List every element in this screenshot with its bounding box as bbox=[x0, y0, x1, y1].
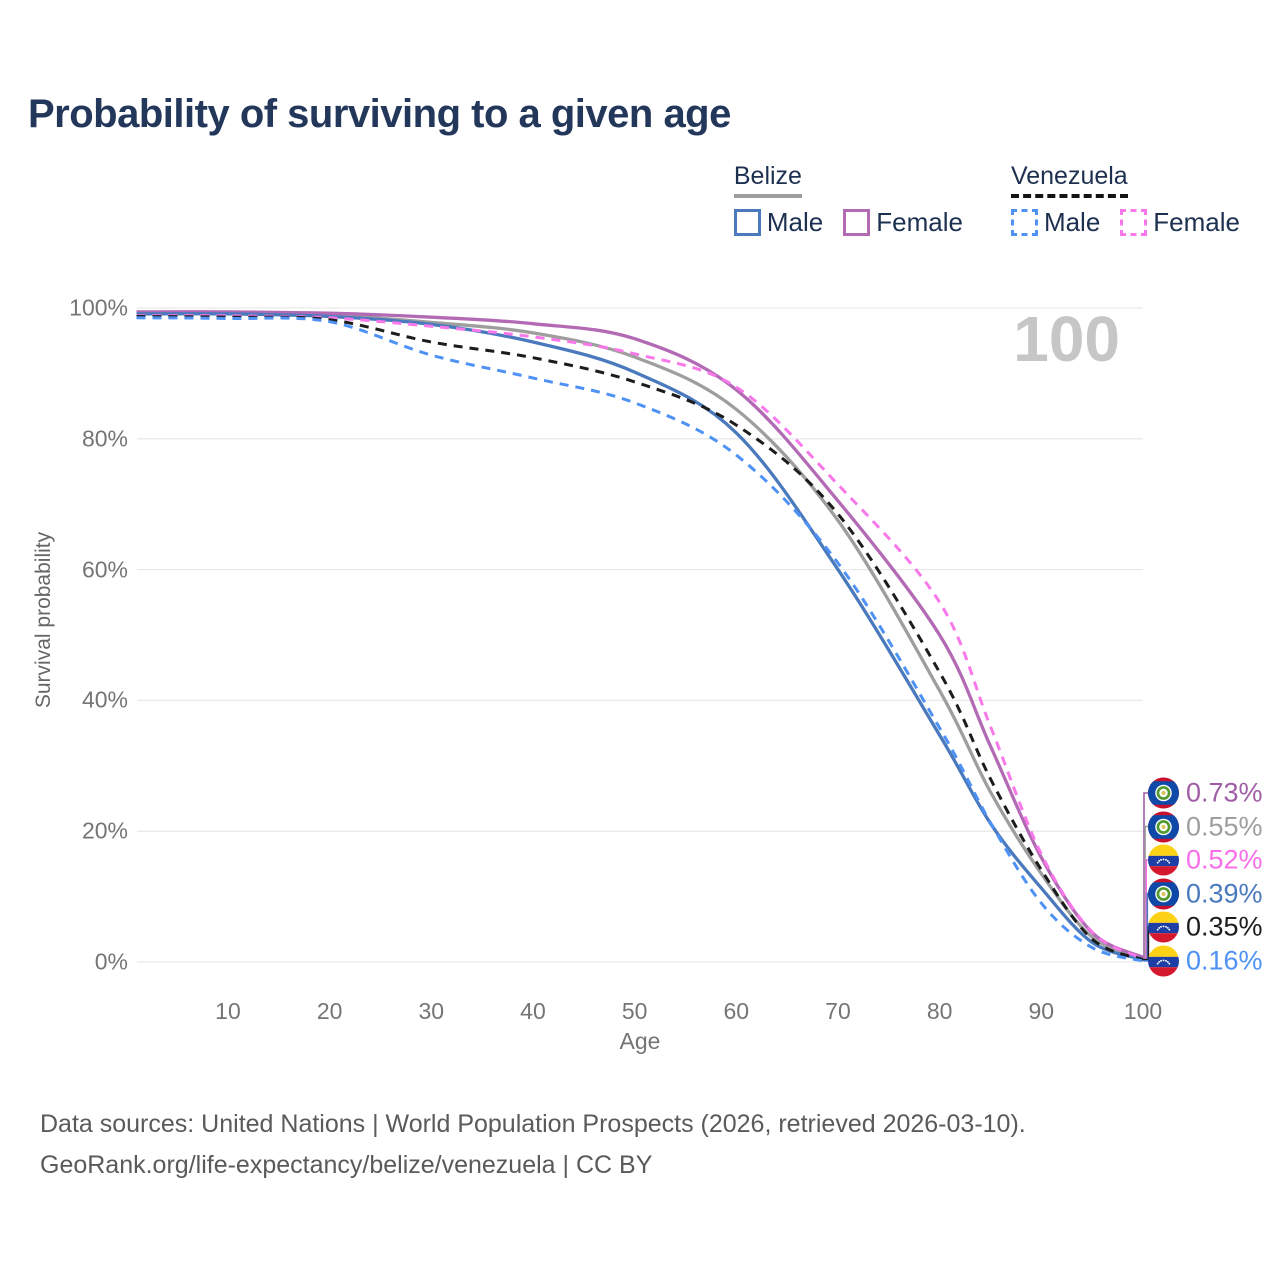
venezuela-flag-icon bbox=[1148, 945, 1179, 976]
belize-flag-icon bbox=[1148, 878, 1179, 909]
x-tick: 90 bbox=[1028, 998, 1055, 1024]
y-tick: 60% bbox=[81, 556, 128, 583]
series-curve bbox=[136, 316, 1144, 963]
end-label-connector bbox=[1143, 792, 1151, 958]
end-label-value: 0.16% bbox=[1186, 945, 1263, 975]
x-tick: 10 bbox=[215, 998, 241, 1024]
end-label-value: 0.52% bbox=[1186, 844, 1263, 875]
x-tick: 30 bbox=[418, 998, 445, 1024]
legend-swatch bbox=[733, 209, 761, 236]
legend-item-label: Female bbox=[876, 207, 963, 237]
end-label-row: 0.52% bbox=[1148, 844, 1263, 876]
end-label-value: 0.35% bbox=[1186, 911, 1263, 942]
legend-swatch bbox=[1010, 209, 1038, 236]
series-curve bbox=[136, 311, 1144, 960]
legend: Belize Male Female Venezuela Male Female bbox=[733, 162, 1240, 238]
legend-item-venezuela-female[interactable]: Female bbox=[1120, 207, 1240, 238]
series-curve bbox=[136, 312, 1144, 961]
series-curve bbox=[136, 315, 1144, 962]
legend-item-label: Male bbox=[1043, 207, 1101, 237]
legend-item-label: Male bbox=[766, 207, 824, 237]
y-tick: 0% bbox=[94, 948, 128, 975]
series-curve bbox=[136, 314, 1144, 960]
legend-item-venezuela-male[interactable]: Male bbox=[1010, 207, 1101, 238]
footer: Data sources: United Nations | World Pop… bbox=[40, 1104, 1026, 1186]
venezuela-flag-icon bbox=[1148, 844, 1179, 876]
venezuela-flag-icon bbox=[1148, 911, 1179, 943]
x-tick: 80 bbox=[926, 998, 953, 1024]
end-label-row: 0.35% bbox=[1148, 911, 1263, 943]
x-axis-label: Age bbox=[619, 1028, 661, 1054]
y-tick: 20% bbox=[81, 817, 128, 844]
end-label-value: 0.39% bbox=[1186, 878, 1263, 908]
legend-country-label[interactable]: Venezuela bbox=[1010, 162, 1128, 198]
footer-attribution: GeoRank.org/life-expectancy/belize/venez… bbox=[40, 1151, 653, 1179]
x-tick: 60 bbox=[723, 998, 750, 1024]
legend-swatch bbox=[1120, 209, 1148, 236]
legend-country-label[interactable]: Belize bbox=[733, 162, 802, 198]
belize-flag-icon bbox=[1148, 811, 1179, 842]
y-tick: 80% bbox=[81, 425, 128, 452]
belize-flag-icon bbox=[1148, 777, 1179, 809]
x-tick: 50 bbox=[621, 998, 648, 1024]
legend-swatch bbox=[843, 209, 871, 236]
series-curve bbox=[136, 310, 1144, 959]
legend-item-belize-female[interactable]: Female bbox=[843, 207, 963, 238]
end-label-value: 0.73% bbox=[1186, 777, 1263, 808]
legend-item-label: Female bbox=[1153, 207, 1240, 237]
x-tick: 70 bbox=[825, 998, 851, 1024]
page-title: Probability of surviving to a given age bbox=[28, 92, 731, 136]
legend-item-belize-male[interactable]: Male bbox=[733, 207, 824, 238]
legend-group-belize: Belize Male Female bbox=[733, 162, 963, 238]
end-label-value: 0.55% bbox=[1186, 811, 1263, 841]
footer-data-sources: Data sources: United Nations | World Pop… bbox=[40, 1110, 1026, 1138]
x-tick: 40 bbox=[520, 998, 546, 1024]
x-tick: 20 bbox=[316, 998, 343, 1024]
legend-group-venezuela: Venezuela Male Female bbox=[1010, 162, 1240, 238]
y-tick: 40% bbox=[81, 686, 128, 713]
x-tick: 100 bbox=[1123, 998, 1163, 1024]
end-label-row: 0.39% bbox=[1148, 878, 1263, 909]
y-tick: 100% bbox=[69, 294, 128, 321]
hover-age-watermark: 100 bbox=[1013, 303, 1120, 375]
end-label-row: 0.16% bbox=[1148, 945, 1263, 976]
end-label-row: 0.55% bbox=[1148, 811, 1263, 842]
end-label-row: 0.73% bbox=[1148, 777, 1263, 809]
